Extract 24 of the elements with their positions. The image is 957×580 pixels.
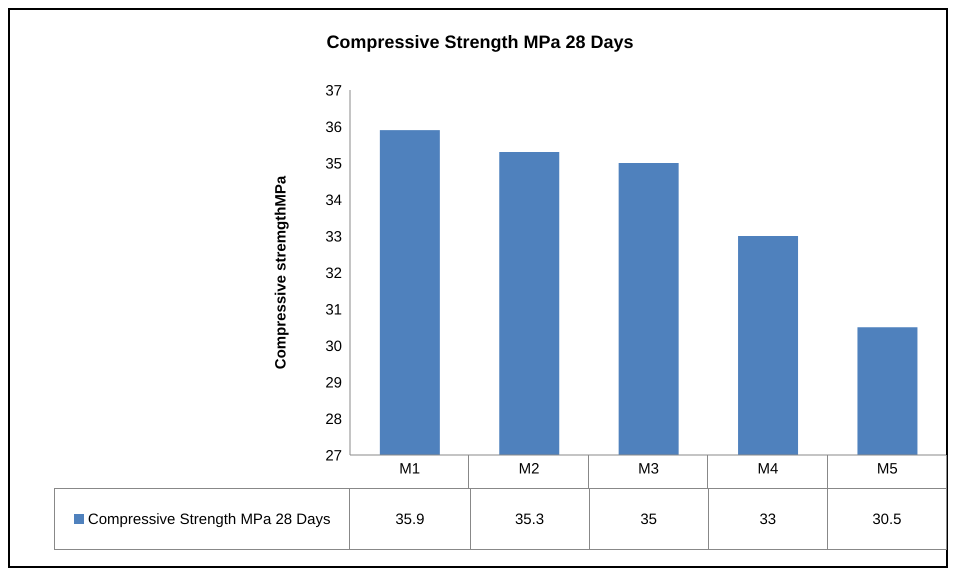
y-tick-label: 36 — [325, 118, 342, 136]
y-tick-label: 34 — [325, 192, 342, 209]
y-tick-label: 32 — [325, 264, 342, 282]
y-tick-label: 28 — [325, 410, 342, 428]
x-tick-label: M3 — [638, 460, 659, 478]
data-label: 35.3 — [470, 489, 589, 549]
data-label: 35.9 — [394, 510, 426, 530]
y-tick-label: 37 — [325, 82, 342, 100]
y-tick-label: 27 — [325, 447, 342, 464]
data-label: 35 — [588, 489, 708, 549]
y-axis-title: Compressive stremgthMPa — [272, 175, 290, 370]
y-tick-label: 29 — [325, 374, 342, 392]
y-tick-label: 31 — [325, 301, 342, 318]
chart-title: Compressive Strength MPa 28 Days — [325, 32, 635, 53]
data-label: 30.5 — [826, 489, 946, 549]
y-tick-label: 35 — [325, 155, 342, 172]
x-tick-label: M1 — [399, 460, 420, 478]
y-tick-label: 30 — [325, 338, 342, 355]
x-tick-label: M2 — [518, 460, 540, 478]
y-tick-label: 33 — [325, 228, 342, 246]
legend-label: Compressive Strength MPa 28 Days — [86, 510, 330, 528]
x-tick-label: M5 — [876, 460, 898, 478]
data-label: 33 — [708, 489, 827, 549]
x-tick-label: M4 — [757, 460, 778, 478]
